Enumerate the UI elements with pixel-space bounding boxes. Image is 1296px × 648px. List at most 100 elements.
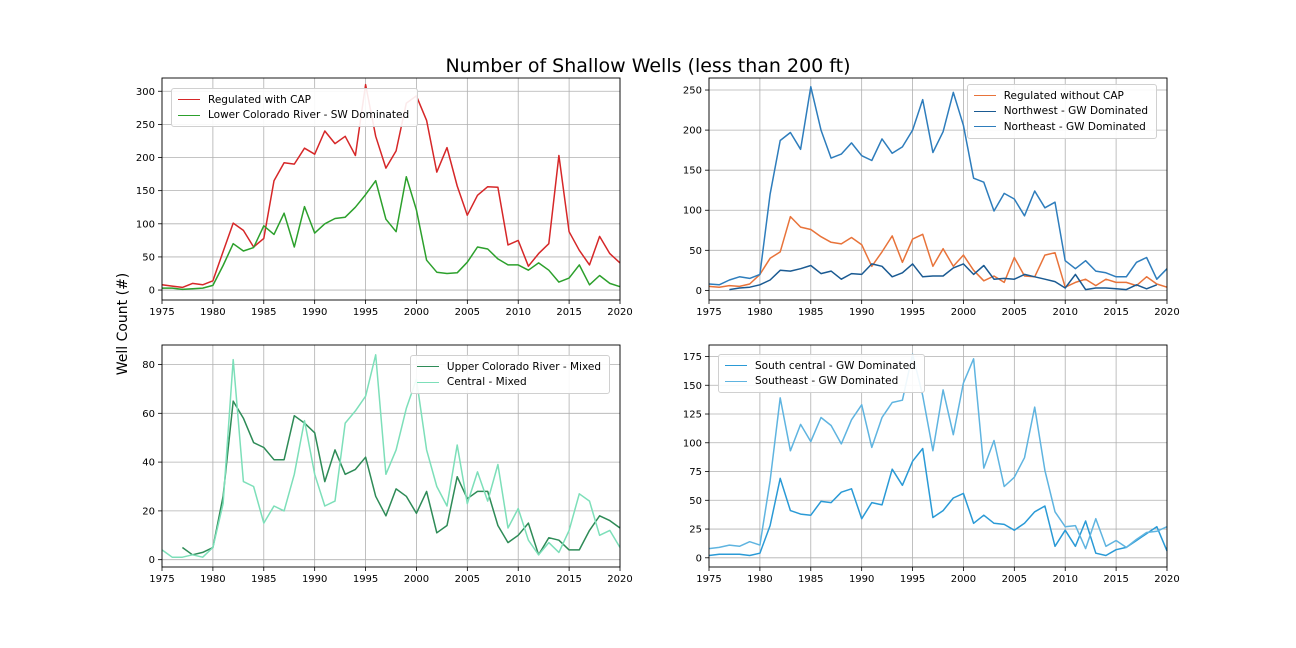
y-tick-label: 175 <box>683 352 702 363</box>
legend-panel-4: South central - GW Dominated Southeast - … <box>718 354 925 393</box>
y-tick-label: 150 <box>683 381 702 392</box>
legend-entry: Southeast - GW Dominated <box>725 374 916 390</box>
y-tick-label: 100 <box>683 438 702 449</box>
legend-swatch <box>973 95 996 97</box>
x-tick-label: 1975 <box>696 574 721 585</box>
x-tick-label: 2020 <box>607 574 632 585</box>
y-tick-label: 0 <box>696 286 702 297</box>
plot-frame <box>161 77 621 301</box>
legend-label: Upper Colorado River - Mixed <box>446 360 601 373</box>
series-line-2 <box>729 263 1158 291</box>
chart-panel-4: 1975 1980 1985 1990 1995 2000 2005 2010 2015 2020… <box>683 344 1180 585</box>
legend-entry: South central - GW Dominated <box>725 358 916 374</box>
x-tick-label: 1995 <box>900 307 925 318</box>
legend-label: Northwest - GW Dominated <box>1003 105 1148 118</box>
x-tick-label: 1980 <box>747 307 772 318</box>
x-tick-label: 1990 <box>302 307 327 318</box>
y-tick-label: 250 <box>683 86 702 97</box>
legend-entry: Regulated without CAP <box>973 88 1148 104</box>
legend-entry: Upper Colorado River - Mixed <box>416 359 601 375</box>
legend-swatch <box>178 99 200 101</box>
x-tick-label: 2015 <box>1103 307 1128 318</box>
legend-label: Regulated without CAP <box>1003 89 1124 102</box>
plot-frame <box>708 344 1168 568</box>
x-tick-label: 1985 <box>251 574 276 585</box>
legend-label: Central - Mixed <box>446 376 527 389</box>
series-line-2 <box>162 175 621 291</box>
y-tick-label: 0 <box>149 555 155 566</box>
y-tick-label: 150 <box>136 186 155 197</box>
y-tick-label: 150 <box>683 166 702 177</box>
x-tick-label: 2000 <box>951 307 976 318</box>
x-tick-label: 2005 <box>455 574 480 585</box>
legend-panel-2: Regulated without CAP Northwest - GW Domi… <box>966 84 1157 139</box>
series-line-1 <box>161 83 621 289</box>
legend-label: Lower Colorado River - SW Dominated <box>208 109 410 122</box>
x-tick-label: 2010 <box>505 307 530 318</box>
x-tick-label: 1980 <box>747 574 772 585</box>
legend-swatch <box>178 114 200 116</box>
legend-label: Southeast - GW Dominated <box>755 375 899 388</box>
x-tick-label: 2005 <box>1002 574 1027 585</box>
shared-y-axis-label: Well Count (#) <box>115 272 131 376</box>
x-tick-label: 2010 <box>505 574 530 585</box>
y-tick-label: 100 <box>683 206 702 217</box>
legend-swatch <box>973 126 996 128</box>
y-tick-label: 60 <box>142 409 155 420</box>
plot-frame <box>708 77 1168 301</box>
x-tick-label: 2015 <box>1103 574 1128 585</box>
legend-swatch <box>725 365 747 367</box>
x-tick-label: 2015 <box>556 307 581 318</box>
y-tick-label: 100 <box>136 219 155 230</box>
series-line-2 <box>161 354 621 558</box>
x-tick-label: 1980 <box>200 574 225 585</box>
x-tick-label: 2020 <box>1154 307 1179 318</box>
x-tick-label: 1985 <box>798 307 823 318</box>
x-tick-label: 1995 <box>900 574 925 585</box>
series-line-3 <box>708 86 1168 286</box>
y-tick-label: 300 <box>136 87 155 98</box>
legend-panel-1: Regulated with CAP Lower Colorado River -… <box>171 88 419 127</box>
y-tick-label: 200 <box>136 153 155 164</box>
series-line-2 <box>708 353 1168 550</box>
x-tick-label: 2010 <box>1052 307 1077 318</box>
y-tick-label: 20 <box>142 506 155 517</box>
y-tick-label: 50 <box>689 496 702 507</box>
chart-panel-3: 1975 1980 1985 1990 1995 2000 2005 2010 2015 2020… <box>142 344 633 585</box>
y-tick-label: 0 <box>149 286 155 297</box>
x-tick-label: 2000 <box>404 574 429 585</box>
legend-swatch <box>725 380 747 382</box>
legend-label: Northeast - GW Dominated <box>1003 120 1146 133</box>
legend-entry: Central - Mixed <box>416 375 601 391</box>
y-tick-label: 25 <box>689 525 702 536</box>
x-tick-label: 2015 <box>556 574 581 585</box>
y-tick-label: 50 <box>689 246 702 257</box>
x-tick-label: 1980 <box>200 307 225 318</box>
legend-label: Regulated with CAP <box>208 93 311 106</box>
y-tick-label: 0 <box>696 553 702 564</box>
legend-swatch <box>416 366 439 368</box>
series-line-1 <box>708 215 1168 288</box>
x-tick-label: 2005 <box>1002 307 1027 318</box>
legend-label: South central - GW Dominated <box>755 359 916 372</box>
legend-entry: Northwest - GW Dominated <box>973 104 1148 120</box>
legend-panel-3: Upper Colorado River - Mixed Central - Mi… <box>409 355 610 394</box>
x-tick-label: 1985 <box>251 307 276 318</box>
x-tick-label: 1990 <box>302 574 327 585</box>
x-tick-label: 2005 <box>455 307 480 318</box>
y-tick-label: 125 <box>683 410 702 421</box>
x-tick-label: 2020 <box>607 307 632 318</box>
x-tick-label: 1990 <box>849 307 874 318</box>
series-line-1 <box>708 447 1168 557</box>
x-tick-label: 1975 <box>696 307 721 318</box>
y-tick-label: 50 <box>142 252 155 263</box>
legend-entry: Lower Colorado River - SW Dominated <box>178 108 409 124</box>
chart-panel-2: 1975 1980 1985 1990 1995 2000 2005 2010 2015 2020… <box>683 77 1180 318</box>
x-tick-label: 1995 <box>353 307 378 318</box>
x-tick-label: 2020 <box>1154 574 1179 585</box>
legend-entry: Northeast - GW Dominated <box>973 119 1148 135</box>
x-tick-label: 1985 <box>798 574 823 585</box>
y-tick-label: 80 <box>142 360 155 371</box>
y-tick-label: 75 <box>689 467 702 478</box>
